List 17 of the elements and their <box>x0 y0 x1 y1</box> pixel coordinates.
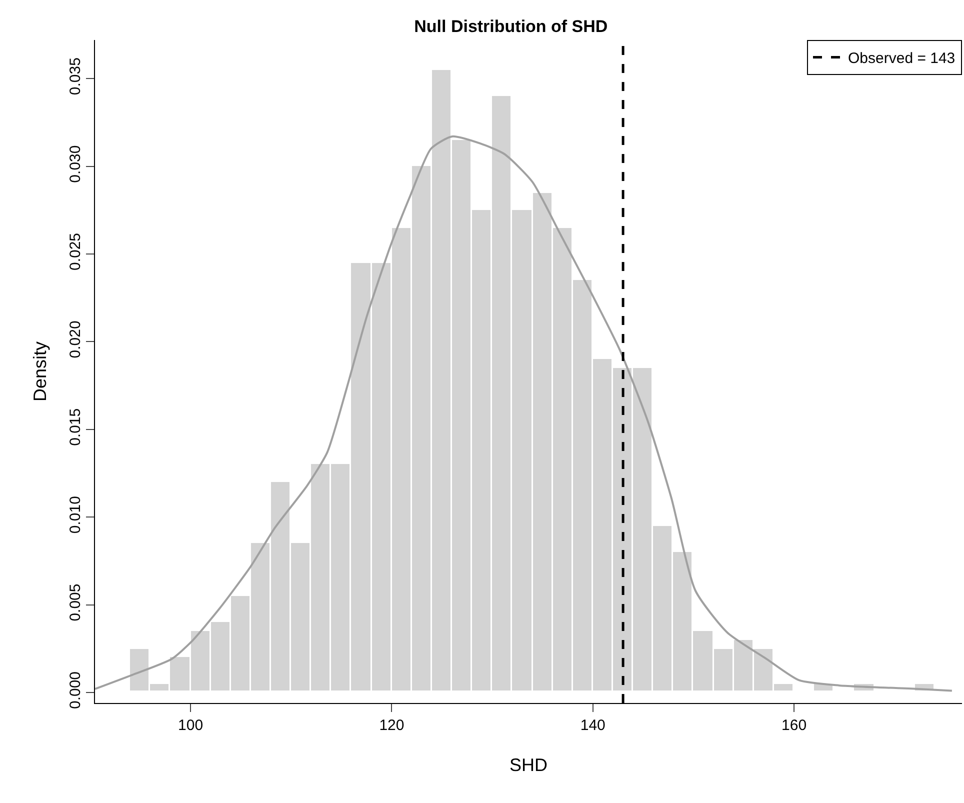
y-tick-label: 0.030 <box>67 145 84 183</box>
y-tick-label: 0.010 <box>67 496 84 534</box>
y-tick-label: 0.005 <box>67 584 84 622</box>
y-axis-title: Density <box>30 341 50 402</box>
line-series <box>95 135 953 692</box>
x-axis-title: SHD <box>509 755 548 776</box>
y-tick-label: 0.015 <box>67 408 84 446</box>
x-tick-label: 140 <box>580 717 606 734</box>
y-tick-label: 0.020 <box>67 320 84 358</box>
ref-line-label: Observed = 143 <box>848 50 956 68</box>
y-tick-label: 0.000 <box>67 671 84 710</box>
x-tick-label: 120 <box>379 717 404 734</box>
y-tick-label: 0.025 <box>67 232 84 271</box>
x-tick-label: 100 <box>178 717 204 734</box>
chart-title: Null Distribution of SHD <box>414 16 608 36</box>
y-tick-label: 0.035 <box>67 58 84 96</box>
x-tick-label: 160 <box>782 717 807 734</box>
